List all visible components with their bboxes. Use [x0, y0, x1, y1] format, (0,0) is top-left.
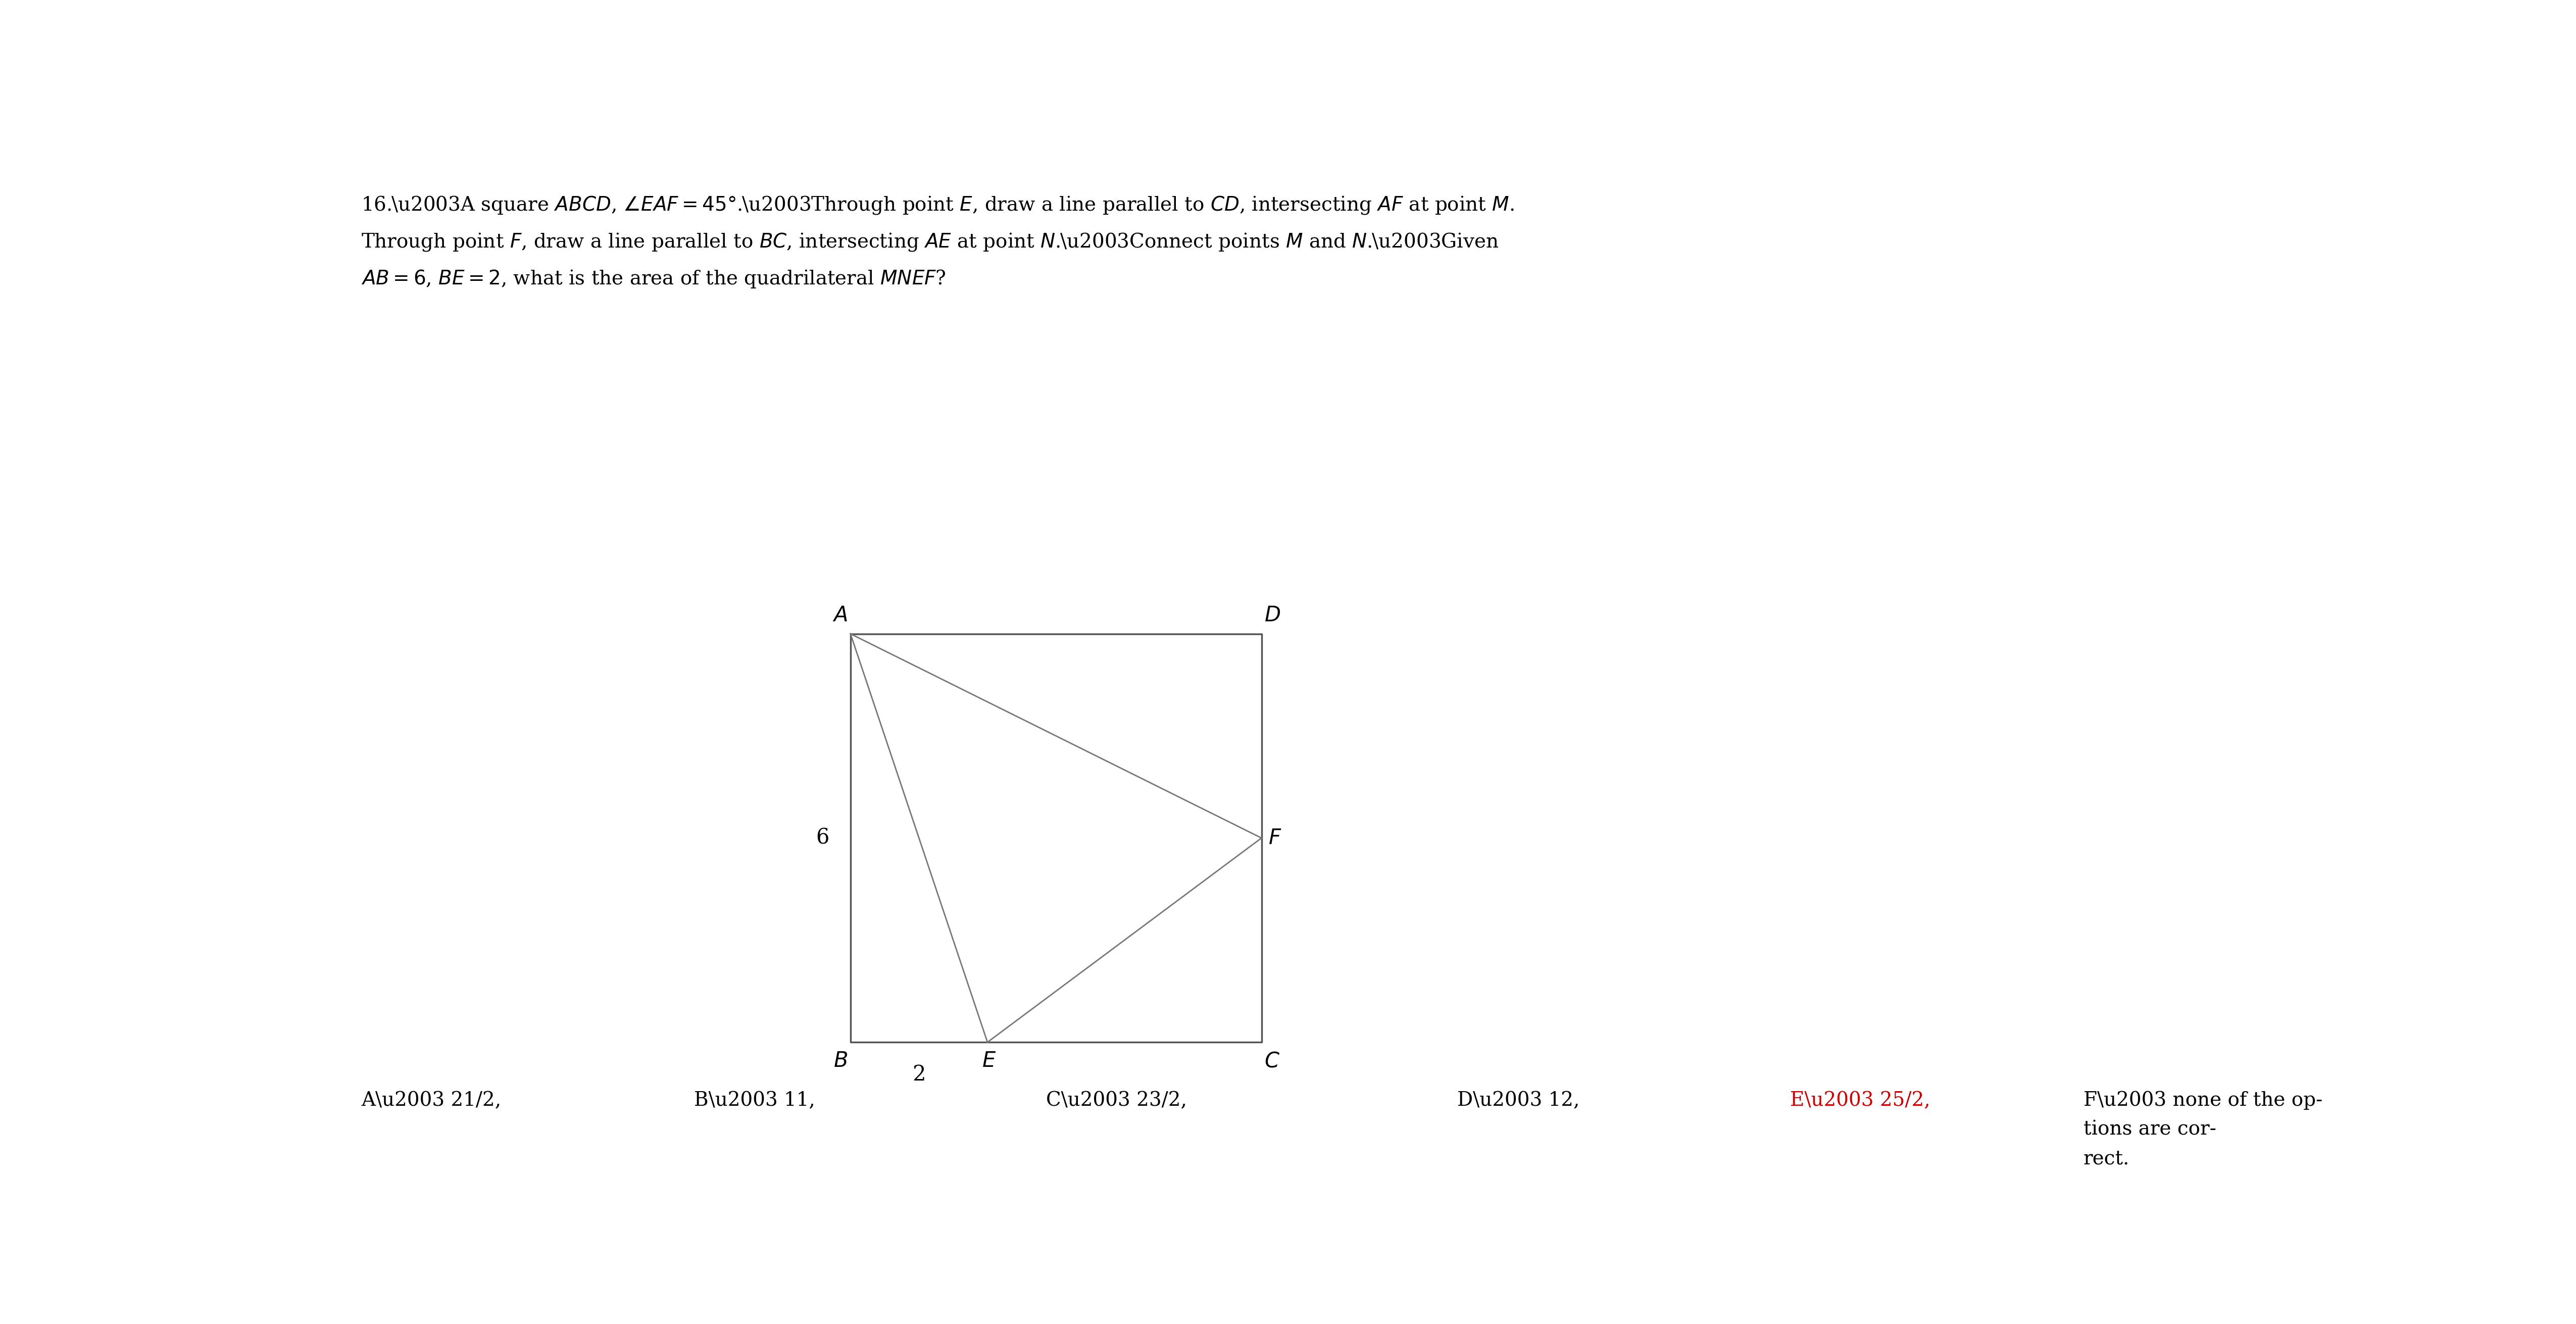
Text: D\u2003 12,: D\u2003 12, [1458, 1091, 1579, 1110]
Text: F\u2003 none of the op-: F\u2003 none of the op- [2084, 1091, 2324, 1110]
Text: tions are cor-: tions are cor- [2084, 1120, 2215, 1139]
Text: $A$: $A$ [832, 605, 848, 626]
Text: E\u2003 25/2,: E\u2003 25/2, [1790, 1091, 1929, 1110]
Text: Through point $F$, draw a line parallel to $BC$, intersecting $AE$ at point $N$.: Through point $F$, draw a line parallel … [361, 232, 1499, 253]
Text: $D$: $D$ [1265, 605, 1280, 626]
Text: C\u2003 23/2,: C\u2003 23/2, [1046, 1091, 1188, 1110]
Text: $F$: $F$ [1267, 827, 1283, 849]
Text: 16.\u2003A square $ABCD$, $\angle EAF = 45°$.\u2003Through point $E$, draw a lin: 16.\u2003A square $ABCD$, $\angle EAF = … [361, 195, 1515, 216]
Text: rect.: rect. [2084, 1149, 2130, 1168]
Text: 6: 6 [817, 827, 829, 849]
Text: B\u2003 11,: B\u2003 11, [693, 1091, 814, 1110]
Text: $AB = 6$, $BE = 2$, what is the area of the quadrilateral $MNEF$?: $AB = 6$, $BE = 2$, what is the area of … [361, 269, 945, 290]
Text: $B$: $B$ [835, 1050, 848, 1071]
Text: $C$: $C$ [1265, 1050, 1280, 1071]
Text: $E$: $E$ [981, 1050, 997, 1071]
Text: 2: 2 [912, 1063, 925, 1084]
Text: A\u2003 21/2,: A\u2003 21/2, [361, 1091, 502, 1110]
